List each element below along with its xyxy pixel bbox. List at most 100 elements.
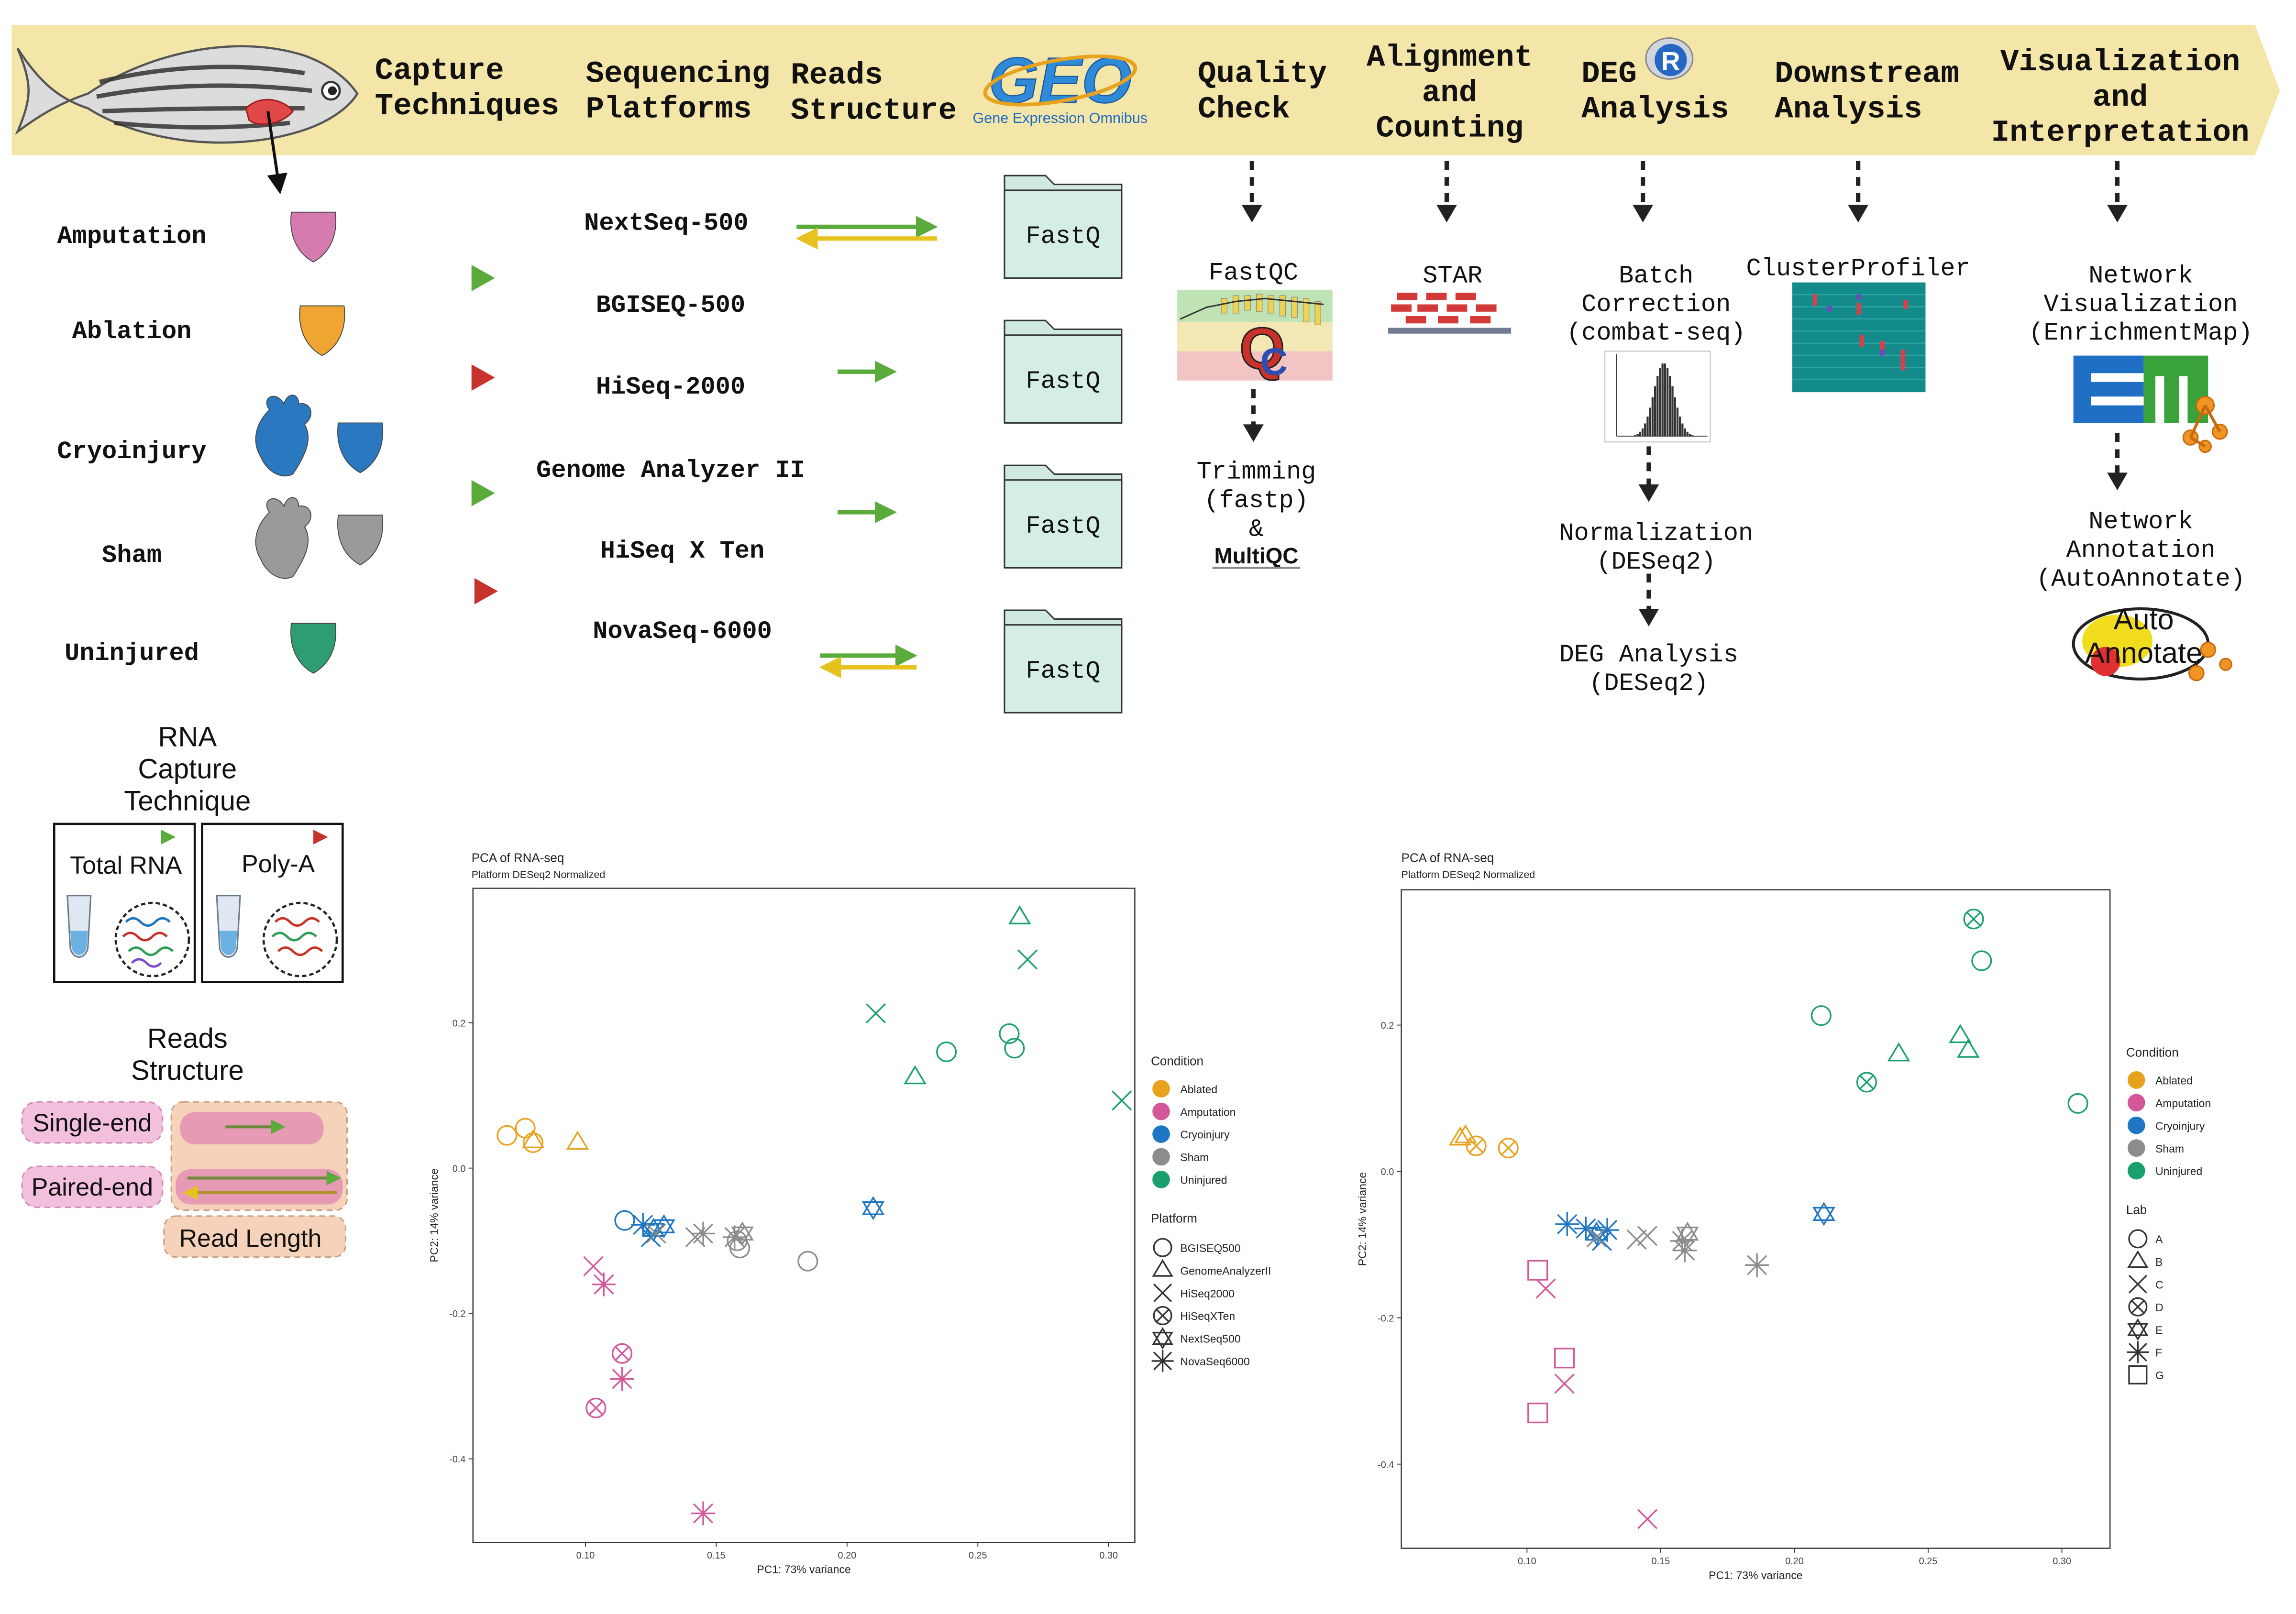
fastq-folder-4: FastQ	[1004, 609, 1123, 714]
data-point	[1626, 1229, 1647, 1250]
fastq-folders: FastQ FastQ FastQ FastQ	[1004, 175, 1123, 714]
data-point	[936, 1041, 957, 1063]
legend-swatch	[1152, 1148, 1170, 1166]
legend-swatch	[1152, 1080, 1170, 1098]
legend-item-label: HiSeq2000	[1180, 1287, 1235, 1300]
chart-title: PCA of RNA-seq	[1402, 850, 1494, 865]
total-rna-label: Total RNA	[70, 852, 182, 879]
single-end-label: Single-end	[33, 1109, 152, 1137]
legend-shape-icon	[2127, 1318, 2149, 1341]
legend-shape-icon	[2128, 1274, 2147, 1294]
x-tick-label: 0.20	[838, 1550, 856, 1561]
plot-panel	[472, 888, 1136, 1543]
fastq-label: FastQ	[1026, 657, 1100, 685]
legend-shape-icon	[2127, 1250, 2149, 1268]
capture-legend: RNA Capture Technique Total RNA Poly-A	[53, 722, 344, 983]
fastq-label: FastQ	[1026, 367, 1100, 395]
header-dashed-arrows	[1249, 161, 2120, 205]
condition-label-sham: Sham	[102, 541, 162, 570]
legend-swatch	[2127, 1116, 2145, 1134]
data-point	[727, 1230, 748, 1252]
x-tick-label: 0.15	[1652, 1556, 1670, 1567]
y-tick-label: 0.0	[453, 1164, 466, 1174]
y-tick-label: -0.2	[1378, 1313, 1394, 1324]
legend-shape-icon	[1153, 1238, 1172, 1257]
data-point	[1535, 1278, 1556, 1299]
enrichmentmap-logo	[2073, 355, 2228, 453]
data-point	[583, 1256, 604, 1276]
batch-correction-label: Batch Correction (combat-seq)	[1567, 262, 1746, 348]
reads-legend: Reads Structure Single-end Paired-end Rea…	[21, 1023, 348, 1258]
platform-genome-analyzer-ii: Genome Analyzer II	[536, 457, 805, 485]
deg-column: Batch Correction (combat-seq) Normalizatio…	[1559, 262, 1753, 698]
read-structure-arrows	[795, 216, 938, 679]
data-point	[1454, 1124, 1477, 1143]
data-point	[1448, 1126, 1472, 1146]
read-length-label: Read Length	[179, 1225, 321, 1252]
data-point	[1017, 949, 1038, 970]
platform-novaseq-6000: NovaSeq-6000	[593, 617, 772, 646]
legend-shape-icon	[1152, 1259, 1173, 1277]
whole-heart-sham-icon	[255, 497, 311, 579]
legend-shape-icon	[1151, 1350, 1174, 1372]
platform-hiseq-x-ten: HiSeq X Ten	[600, 537, 764, 565]
conditions-list: Amputation Ablation Cryoinjury Sham Unin…	[57, 222, 206, 668]
fastq-label: FastQ	[1026, 222, 1100, 251]
legend-shape-icon	[2127, 1341, 2149, 1363]
x-tick-label: 0.10	[1518, 1556, 1536, 1567]
y-tick-label: -0.2	[449, 1309, 465, 1319]
data-point	[646, 1223, 666, 1244]
x-tick-label: 0.25	[969, 1550, 987, 1561]
legend-item-label: Cryoinjury	[1180, 1129, 1230, 1141]
chart-title: PCA of RNA-seq	[472, 850, 564, 865]
legend-title-shape: Platform	[1151, 1211, 1197, 1226]
legend-item-label: BGISEQ500	[1180, 1242, 1240, 1254]
platform-hiseq-2000: HiSeq-2000	[596, 373, 745, 401]
polya-label: Poly-A	[242, 850, 315, 878]
x-axis-label: PC1: 73% variance	[757, 1563, 850, 1576]
data-point	[1856, 1072, 1877, 1093]
header-steps: Capture Techniques Sequencing Platforms Re…	[375, 41, 2250, 151]
legend-title-shape: Lab	[2126, 1202, 2147, 1217]
legend-item-label: E	[2155, 1324, 2163, 1336]
step-downstream-analysis: Downstream Analysis	[1775, 56, 1959, 127]
data-point	[865, 1003, 886, 1023]
legend-shape-icon	[1152, 1327, 1173, 1350]
step-alignment-counting: Alignment and Counting	[1367, 41, 1533, 146]
deg-analysis-label: DEG Analysis (DESeq2)	[1559, 641, 1739, 698]
star-alignment-icon	[1388, 293, 1512, 334]
legend-item-label: Amputation	[1180, 1106, 1236, 1118]
legend-item-label: Amputation	[2155, 1097, 2211, 1109]
legend-swatch	[2127, 1162, 2145, 1180]
legend-item-label: D	[2155, 1301, 2164, 1314]
data-point	[1466, 1135, 1487, 1156]
ventricle-cryoinjury-icon	[337, 422, 383, 473]
data-point	[999, 1023, 1020, 1044]
clusterprofiler-dotplot-icon	[1792, 282, 1926, 393]
data-point	[1111, 1090, 1132, 1111]
data-point	[631, 1213, 655, 1237]
data-point	[592, 1272, 616, 1296]
legend-item-label: A	[2155, 1233, 2163, 1246]
ventricle-uninjured-icon	[290, 623, 336, 674]
legend-swatch	[1152, 1125, 1170, 1143]
fastqc-c-mark: C	[1260, 340, 1288, 383]
clusterprofiler-label: ClusterProfiler	[1746, 254, 1970, 283]
x-tick-label: 0.30	[2053, 1556, 2071, 1567]
fastqc-q-mark: Q	[1239, 316, 1285, 381]
legend-title-color: Condition	[2126, 1045, 2179, 1059]
data-point	[1956, 1039, 1980, 1058]
data-point	[1591, 1230, 1612, 1252]
tube-icon-total	[66, 895, 190, 977]
viz-column: Network Visualization (EnrichmentMap) Netw…	[2029, 262, 2253, 681]
legend-item-label: GenomeAnalyzerII	[1180, 1264, 1271, 1277]
fastq-folder-1: FastQ	[1004, 175, 1123, 279]
r-logo: R	[1645, 37, 1694, 80]
data-point	[691, 1221, 715, 1246]
data-point	[1498, 1138, 1519, 1159]
geo-logo-caption: Gene Expression Omnibus	[972, 110, 1148, 126]
data-point	[521, 1129, 545, 1149]
data-point	[1745, 1253, 1769, 1277]
paired-end-label: Paired-end	[32, 1174, 154, 1201]
data-point	[1008, 905, 1031, 924]
